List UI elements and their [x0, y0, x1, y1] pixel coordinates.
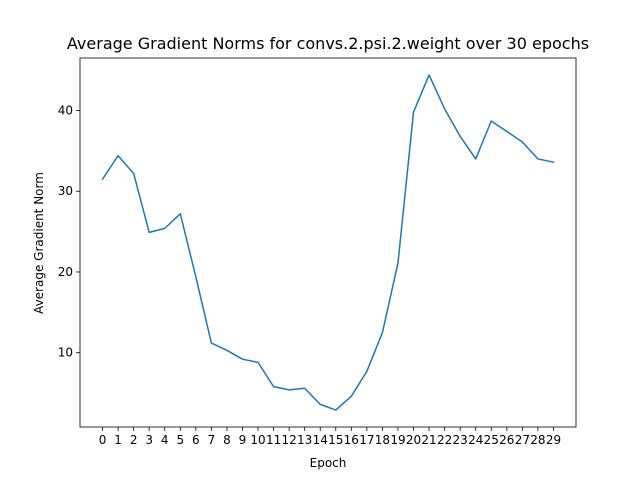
- x-tick-label: 18: [375, 433, 390, 447]
- x-tick-label: 12: [281, 433, 296, 447]
- plot-frame: [79, 57, 577, 428]
- plot-area: 0 1 2 3 4 5 6 7 8 9 10 11 12 13 14 15 16 17 18 19 20 21 22 23 24…: [58, 57, 577, 447]
- x-tick-label: 25: [484, 433, 499, 447]
- x-tick-label: 0: [99, 433, 107, 447]
- x-tick-label: 19: [390, 433, 405, 447]
- y-tick-label: 30: [58, 184, 73, 198]
- y-tick-label: 40: [58, 103, 73, 117]
- x-tick-label: 20: [406, 433, 421, 447]
- x-tick-label: 5: [176, 433, 184, 447]
- chart-title: Average Gradient Norms for convs.2.psi.2…: [67, 34, 589, 53]
- x-tick-label: 10: [250, 433, 265, 447]
- x-tick-label: 21: [421, 433, 436, 447]
- x-axis-title: Epoch: [310, 456, 347, 470]
- x-tick-label: 24: [468, 433, 483, 447]
- x-tick-label: 23: [453, 433, 468, 447]
- x-tick-label: 9: [239, 433, 247, 447]
- x-tick-label: 2: [130, 433, 138, 447]
- x-tick-label: 15: [328, 433, 343, 447]
- x-tick-label: 6: [192, 433, 200, 447]
- y-tick-label: 20: [58, 265, 73, 279]
- x-tick-label: 13: [297, 433, 312, 447]
- y-tick-label: 10: [58, 346, 73, 360]
- x-tick-label: 27: [515, 433, 530, 447]
- x-tick-label: 11: [266, 433, 281, 447]
- series-line-0: [101, 74, 555, 411]
- x-tick-label: 8: [223, 433, 231, 447]
- x-tick-label: 26: [499, 433, 514, 447]
- x-tick-label: 16: [344, 433, 359, 447]
- x-tick-label: 14: [313, 433, 328, 447]
- x-tick-label: 28: [530, 433, 545, 447]
- x-tick-label: 17: [359, 433, 374, 447]
- x-tick-label: 29: [546, 433, 561, 447]
- y-axis-title: Average Gradient Norm: [32, 172, 46, 314]
- x-tick-label: 7: [208, 433, 216, 447]
- x-tick-label: 22: [437, 433, 452, 447]
- x-tick-label: 3: [145, 433, 153, 447]
- x-tick-label: 1: [114, 433, 122, 447]
- x-tick-label: 4: [161, 433, 169, 447]
